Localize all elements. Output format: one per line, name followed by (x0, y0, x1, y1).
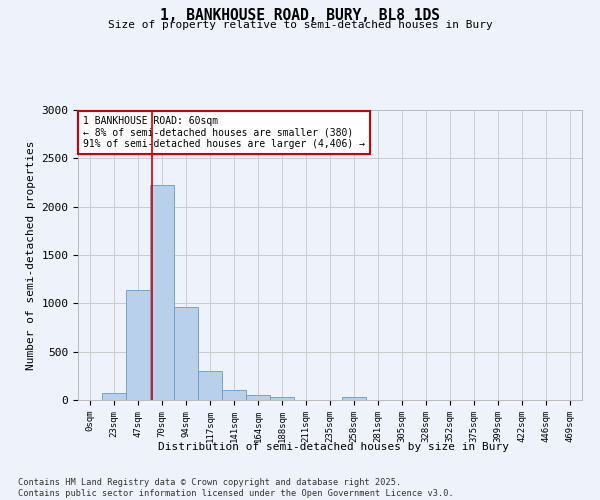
Text: Contains HM Land Registry data © Crown copyright and database right 2025.
Contai: Contains HM Land Registry data © Crown c… (18, 478, 454, 498)
Text: 1 BANKHOUSE ROAD: 60sqm
← 8% of semi-detached houses are smaller (380)
91% of se: 1 BANKHOUSE ROAD: 60sqm ← 8% of semi-det… (83, 116, 365, 149)
Text: Distribution of semi-detached houses by size in Bury: Distribution of semi-detached houses by … (158, 442, 509, 452)
Bar (102, 393, 126, 400)
Y-axis label: Number of semi-detached properties: Number of semi-detached properties (26, 140, 36, 370)
Bar (342, 397, 366, 400)
Bar (270, 397, 294, 400)
Text: 1, BANKHOUSE ROAD, BURY, BL8 1DS: 1, BANKHOUSE ROAD, BURY, BL8 1DS (160, 8, 440, 22)
Bar (222, 390, 246, 400)
Bar (126, 290, 150, 400)
Bar (198, 370, 222, 400)
Text: Size of property relative to semi-detached houses in Bury: Size of property relative to semi-detach… (107, 20, 493, 30)
Bar (246, 394, 270, 400)
Bar (174, 307, 198, 400)
Bar (150, 186, 174, 400)
